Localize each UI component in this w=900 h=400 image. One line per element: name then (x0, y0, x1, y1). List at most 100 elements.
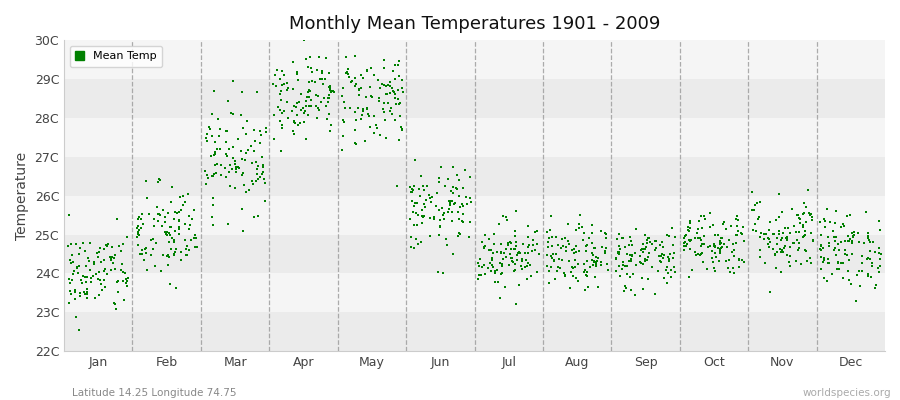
Point (342, 105, 356, 111)
Point (364, 65, 378, 71)
Point (778, 235, 793, 242)
Point (542, 280, 556, 286)
Point (796, 224, 810, 230)
Point (814, 243, 828, 250)
Point (547, 258, 562, 265)
Point (657, 251, 671, 258)
Point (814, 254, 828, 260)
Point (443, 198, 457, 205)
Point (635, 261, 650, 268)
Point (840, 252, 854, 258)
Point (199, 180, 213, 187)
Point (361, 110, 375, 117)
Point (391, 183, 405, 190)
Point (280, 99, 294, 106)
Point (747, 207, 761, 213)
Point (176, 202, 191, 208)
Point (662, 233, 676, 240)
Point (442, 197, 456, 204)
Point (577, 261, 591, 267)
Point (561, 238, 575, 244)
Point (379, 135, 393, 141)
Point (224, 110, 238, 116)
Point (679, 242, 693, 249)
Point (208, 149, 222, 155)
Point (163, 232, 177, 238)
Point (297, 108, 311, 114)
Point (693, 252, 707, 259)
Point (110, 279, 124, 286)
Point (226, 144, 240, 150)
Point (577, 230, 591, 236)
Point (589, 254, 603, 261)
Point (563, 268, 578, 275)
Point (510, 250, 525, 256)
Point (648, 238, 662, 244)
Point (520, 244, 535, 250)
Point (569, 248, 583, 255)
Point (205, 132, 220, 139)
Point (752, 234, 767, 240)
Point (204, 214, 219, 220)
Point (796, 222, 810, 228)
Point (148, 240, 163, 246)
Point (144, 237, 158, 243)
Bar (64, 157, 885, 196)
Point (320, 103, 334, 109)
Point (841, 213, 855, 220)
Point (92, 249, 106, 256)
Point (634, 246, 648, 253)
Point (235, 156, 249, 162)
Point (524, 273, 538, 280)
Point (182, 212, 196, 219)
Point (382, 82, 396, 88)
Point (182, 246, 196, 253)
Point (76, 273, 90, 280)
Point (707, 241, 722, 247)
Point (135, 251, 149, 257)
Point (392, 101, 407, 107)
Point (168, 248, 183, 255)
Point (611, 249, 625, 255)
Point (310, 92, 325, 99)
Point (798, 228, 813, 234)
Point (79, 286, 94, 293)
Point (779, 234, 794, 241)
Point (838, 237, 852, 244)
Point (482, 246, 496, 253)
Point (422, 215, 436, 221)
Point (302, 78, 316, 85)
Point (695, 241, 709, 248)
Point (490, 266, 504, 273)
Point (120, 234, 134, 240)
Point (796, 210, 810, 217)
Point (659, 267, 673, 273)
Point (665, 255, 680, 261)
Point (546, 257, 561, 263)
Bar (64, 234, 885, 273)
Point (640, 256, 654, 263)
Point (301, 94, 315, 100)
Point (577, 268, 591, 275)
Point (786, 239, 800, 246)
Point (349, 81, 364, 88)
Point (156, 252, 170, 258)
Point (144, 252, 158, 259)
Point (279, 80, 293, 87)
Point (374, 80, 389, 87)
Point (513, 250, 527, 256)
Point (796, 234, 810, 240)
Point (357, 138, 372, 145)
Point (172, 224, 186, 230)
Point (677, 235, 691, 241)
Point (293, 107, 308, 113)
Point (487, 240, 501, 247)
Point (349, 117, 364, 123)
Point (757, 236, 771, 242)
Point (416, 214, 430, 220)
Point (318, 76, 332, 82)
Point (236, 170, 250, 176)
Point (88, 270, 103, 277)
Point (637, 246, 652, 252)
Point (515, 258, 529, 264)
